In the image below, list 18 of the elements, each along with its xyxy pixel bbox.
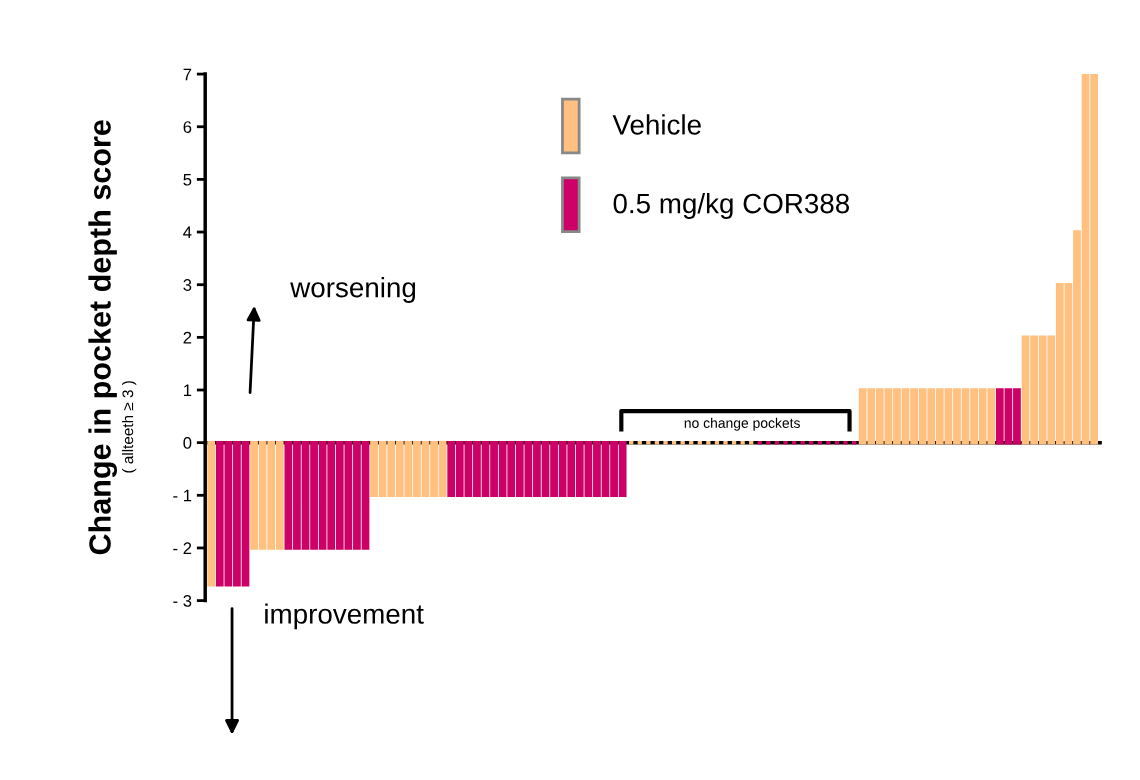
legend-label: 0.5 mg/kg COR388 bbox=[613, 193, 850, 219]
annotation: worsening bbox=[290, 277, 416, 303]
y-tick-label: 0 bbox=[183, 437, 192, 449]
y-tick-label: 5 bbox=[183, 173, 192, 186]
text: improvement bbox=[265, 603, 424, 630]
annotation: no change pockets bbox=[684, 417, 800, 431]
y-axis-title: Change in pocket depth score bbox=[88, 120, 117, 555]
y-tick-label: 7 bbox=[183, 68, 192, 81]
y-tick-label: 3 bbox=[183, 279, 192, 291]
y-tick-label: - 1 bbox=[173, 489, 192, 502]
legend-label: Vehicle bbox=[612, 114, 701, 135]
y-tick-label: 6 bbox=[183, 121, 192, 133]
text: ( allteeth ≥ 3 ) bbox=[122, 381, 137, 473]
y-tick-label: 4 bbox=[183, 226, 192, 239]
y-tick-label: 2 bbox=[183, 331, 192, 344]
y-tick-label: 1 bbox=[184, 384, 192, 397]
y-tick-label: - 3 bbox=[173, 595, 192, 607]
y-tick-label: - 2 bbox=[173, 542, 192, 554]
